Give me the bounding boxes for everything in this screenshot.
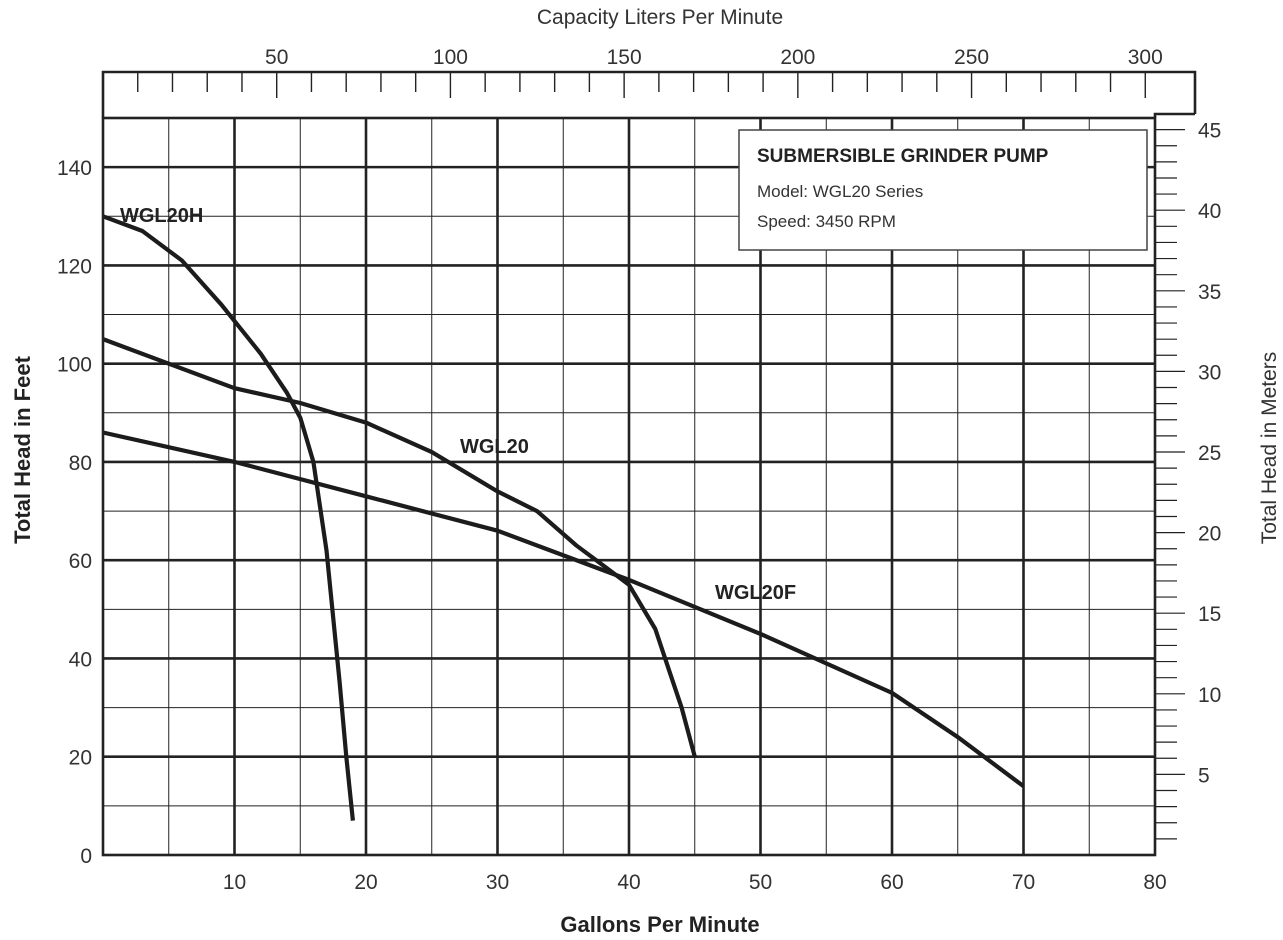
- y-axis-title: Total Head in Feet: [10, 355, 35, 544]
- x-tick-label: 10: [223, 871, 246, 894]
- top-axis-title: Capacity Liters Per Minute: [537, 6, 783, 29]
- curve-wgl20h: [102, 214, 355, 821]
- x-tick-label: 50: [749, 871, 772, 894]
- y-tick-label: 80: [69, 452, 92, 475]
- y-tick-label: 120: [57, 255, 92, 278]
- right-tick-label: 30: [1198, 361, 1221, 384]
- x-tick-label: 20: [354, 871, 377, 894]
- curve-layer: [102, 214, 1025, 821]
- top-tick-label: 300: [1128, 46, 1163, 69]
- top-tick-label: 250: [954, 46, 989, 69]
- curve-wgl20f: [102, 430, 1025, 788]
- y-tick-label: 100: [57, 354, 92, 377]
- right-tick-label: 20: [1198, 523, 1221, 546]
- x-tick-label: 70: [1012, 871, 1035, 894]
- y-tick-label: 140: [57, 157, 92, 180]
- legend-title: SUBMERSIBLE GRINDER PUMP: [757, 146, 1049, 167]
- top-tick-label: 200: [780, 46, 815, 69]
- right-tick-label: 25: [1198, 442, 1221, 465]
- right-axis-title: Total Head in Meters: [1258, 352, 1281, 545]
- curve-wgl20: [102, 337, 697, 758]
- right-tick-label: 10: [1198, 684, 1221, 707]
- frame-layer: [101, 70, 1197, 857]
- legend-frame: [738, 129, 1148, 251]
- x-tick-label: 60: [880, 871, 903, 894]
- x-tick-label: 80: [1143, 871, 1166, 894]
- right-tick-label: 45: [1198, 120, 1221, 143]
- legend-model: Model: WGL20 Series: [757, 182, 923, 201]
- top-axis-frame: [101, 70, 1197, 118]
- tick-layer: 10 20 30 40 50 60 70 80 0 20 40 60 80 100 120 140 50 100 1…: [57, 46, 1221, 894]
- top-tick-label: 100: [433, 46, 468, 69]
- plot-frame: [101, 116, 1157, 857]
- legend-speed: Speed: 3450 RPM: [757, 212, 896, 231]
- x-tick-label: 30: [486, 871, 509, 894]
- x-tick-label: 40: [617, 871, 640, 894]
- y-tick-label: 0: [80, 845, 92, 868]
- y-tick-label: 40: [69, 648, 92, 671]
- x-axis-title: Gallons Per Minute: [560, 912, 759, 937]
- label-wgl20: WGL20: [460, 436, 529, 458]
- top-tick-label: 150: [607, 46, 642, 69]
- top-right-corner: [1153, 112, 1195, 118]
- right-tick-label: 5: [1198, 764, 1210, 787]
- y-tick-label: 60: [69, 550, 92, 573]
- y-tick-label: 20: [69, 747, 92, 770]
- top-tick-label: 50: [265, 46, 288, 69]
- label-wgl20h: WGL20H: [120, 205, 203, 227]
- right-tick-label: 15: [1198, 603, 1221, 626]
- right-tick-label: 40: [1198, 200, 1221, 223]
- right-tick-label: 35: [1198, 281, 1221, 304]
- legend-box: SUBMERSIBLE GRINDER PUMP Model: WGL20 Se…: [738, 129, 1148, 251]
- label-wgl20f: WGL20F: [715, 582, 796, 604]
